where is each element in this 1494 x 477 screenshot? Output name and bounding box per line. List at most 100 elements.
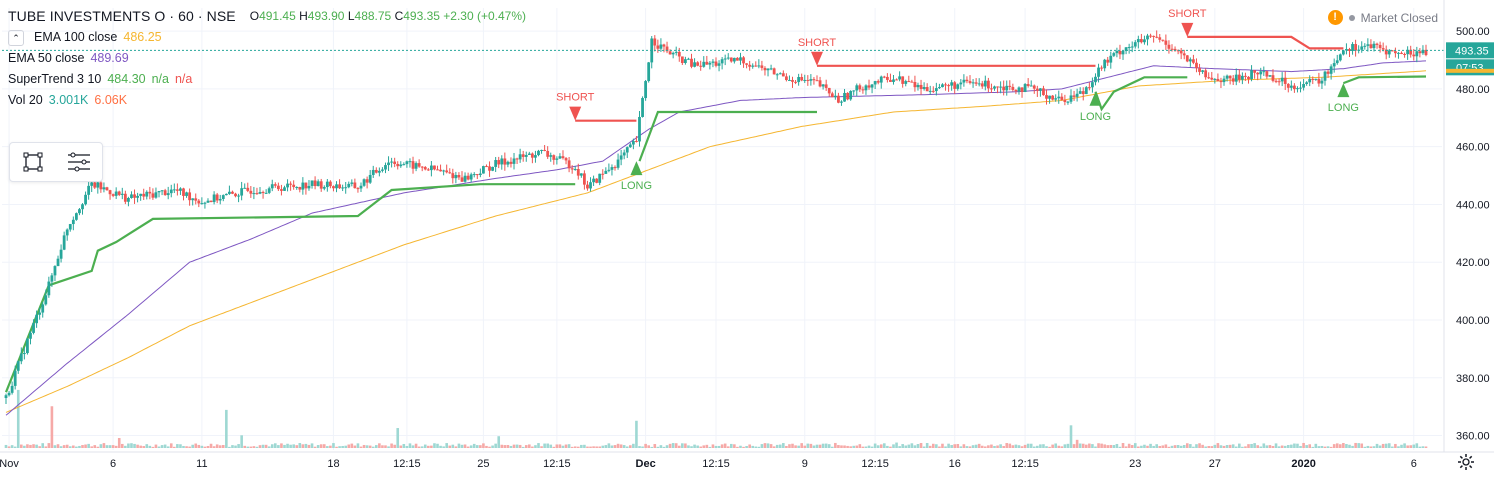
time-axis[interactable]: Nov 6 11 18 12:15 25 12:15 Dec 12:15 9 12:15 16 12:1…: [0, 451, 1494, 470]
gear-icon[interactable]: [1456, 452, 1476, 472]
candle-body: [913, 82, 917, 88]
volume-bar: [246, 446, 250, 448]
candle-body: [29, 332, 32, 339]
volume-bar: [378, 443, 381, 448]
volume-bar: [4, 444, 8, 448]
candle-body: [518, 154, 522, 160]
volume-bar: [454, 446, 458, 448]
candle-body: [62, 235, 66, 250]
volume-bar: [298, 443, 302, 448]
volume-bar: [1290, 444, 1293, 448]
rectangle-select-icon[interactable]: [18, 147, 48, 177]
candle-body: [549, 155, 553, 157]
candle-body: [117, 191, 121, 195]
volume-bar: [218, 445, 222, 448]
volume-bar: [157, 446, 161, 448]
volume-bar: [1397, 446, 1400, 448]
candle-body: [760, 65, 764, 68]
volume-bar: [598, 446, 602, 448]
volume-bar: [1381, 443, 1385, 448]
volume-bar: [249, 446, 253, 448]
indicator-ema100[interactable]: ⌃ EMA 100 close 486.25: [8, 27, 526, 48]
volume-bar: [274, 443, 277, 448]
volume-bar: [280, 443, 283, 448]
candle-body: [1274, 80, 1278, 82]
indicator-supertrend[interactable]: SuperTrend 3 10 484.30 n/a n/a: [8, 69, 526, 90]
candle-body: [1182, 53, 1186, 56]
candle-body: [1115, 50, 1119, 54]
candle-body: [200, 203, 204, 205]
candle-body: [1400, 52, 1403, 54]
collapse-chevron-icon[interactable]: ⌃: [8, 29, 24, 46]
volume-bar: [405, 445, 409, 448]
volume-bar: [1286, 445, 1290, 448]
warning-icon[interactable]: !: [1327, 10, 1343, 25]
price-axis[interactable]: 360.00 380.00 400.00 420.00 440.00 460.00 480.…: [1443, 0, 1494, 452]
volume-bar: [528, 444, 531, 448]
volume-bar: [968, 446, 972, 448]
volume-bar: [904, 445, 908, 448]
candle-body: [1259, 71, 1263, 75]
volume-bar: [1348, 444, 1351, 448]
volume-bar: [47, 443, 51, 448]
volume-bar: [965, 446, 969, 448]
volume-bar: [1005, 443, 1009, 448]
candle-body: [1302, 84, 1305, 88]
volume-bar: [1195, 444, 1198, 448]
candle-body: [1069, 95, 1073, 102]
volume-bar: [595, 446, 598, 448]
candle-body: [228, 191, 231, 194]
indicator-volume[interactable]: Vol 20 3.001K 6.06K: [8, 90, 526, 111]
indicator-name: Vol 20: [8, 93, 43, 107]
candle-body: [1146, 35, 1149, 40]
volume-bar: [228, 446, 231, 448]
volume-bar: [650, 446, 654, 448]
candle-body: [1308, 78, 1312, 83]
volume-bar: [580, 444, 583, 448]
volume-bar: [1088, 443, 1091, 448]
candle-body: [861, 89, 865, 91]
volume-bar: [1066, 443, 1070, 448]
volume-bar: [319, 444, 323, 448]
candle-body: [662, 44, 666, 47]
volume-bar: [573, 446, 577, 448]
candle-body: [898, 76, 902, 80]
volume-bar: [1342, 443, 1345, 448]
candle-body: [540, 149, 543, 151]
volume-bar: [1146, 445, 1149, 448]
candle-body: [772, 68, 776, 75]
candle-body: [1237, 74, 1241, 80]
market-status[interactable]: ! Market Closed: [1327, 10, 1438, 25]
close-value: 493.35: [403, 9, 440, 23]
y-tick-label: 420.00: [1456, 257, 1490, 269]
close-key: C: [394, 9, 404, 23]
candle-body: [1424, 49, 1428, 56]
volume-bar: [1020, 446, 1024, 448]
candle-body: [142, 193, 146, 197]
candle-body: [803, 79, 807, 81]
candle-body: [1320, 80, 1324, 84]
volume-bar: [1008, 443, 1012, 448]
volume-bar: [1143, 444, 1146, 448]
volume-bar: [766, 443, 770, 448]
volume-bar: [506, 444, 510, 448]
volume-bar: [1011, 445, 1015, 448]
long-signal-arrow: [1089, 91, 1102, 106]
indicator-list-icon[interactable]: [64, 147, 94, 177]
volume-bar: [870, 446, 874, 448]
indicator-ema50[interactable]: EMA 50 close 489.69: [8, 48, 526, 69]
volume-bar: [240, 435, 243, 448]
symbol-title[interactable]: TUBE INVESTMENTS O · 60 · NSE: [8, 8, 236, 24]
open-key: O: [249, 9, 260, 23]
x-tick-label: 16: [949, 458, 961, 470]
volume-bar: [788, 444, 791, 448]
long-signal-arrow: [1337, 83, 1350, 98]
candle-body: [959, 82, 963, 85]
volume-bar: [1225, 445, 1229, 448]
candle-body: [32, 323, 35, 333]
candle-body: [457, 175, 461, 178]
volume-bar: [711, 444, 715, 448]
volume-bar: [221, 445, 225, 448]
volume-bar: [163, 444, 167, 448]
